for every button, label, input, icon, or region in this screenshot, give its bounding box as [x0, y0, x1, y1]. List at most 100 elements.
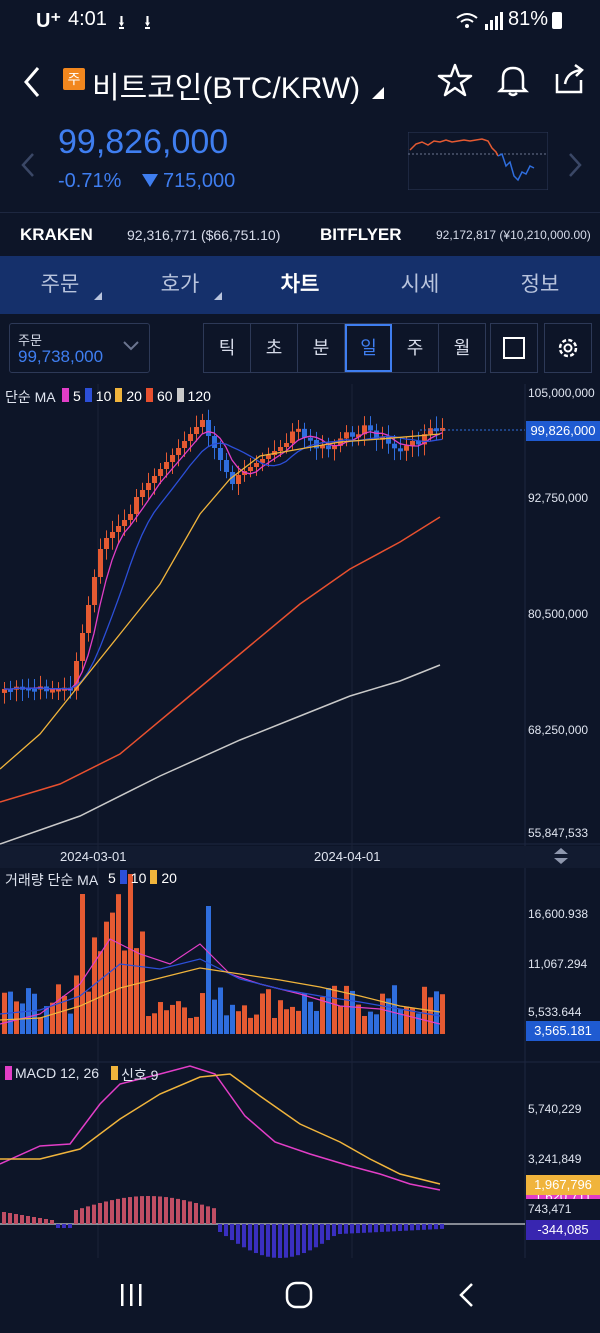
fullscreen-button[interactable]	[490, 323, 538, 373]
next-coin-icon[interactable]	[567, 152, 583, 178]
macd-histogram-bar	[320, 1224, 324, 1244]
legend-label: 10	[130, 870, 147, 886]
legend-swatch	[84, 388, 92, 402]
home-icon[interactable]	[284, 1280, 314, 1310]
macd-histogram-bar	[200, 1204, 204, 1224]
x-date-label: 2024-03-01	[60, 849, 127, 864]
volume-bar	[116, 894, 121, 1034]
macd-histogram-bar	[404, 1224, 408, 1231]
macd-histogram-bar	[56, 1224, 60, 1228]
volume-legend: 5 10 20	[108, 870, 177, 886]
macd-histogram-bar	[350, 1224, 354, 1234]
macd-histogram-bar	[116, 1198, 120, 1224]
candle	[170, 455, 175, 462]
legend-label: 5	[108, 870, 116, 886]
volume-bar	[146, 1016, 151, 1034]
candle	[176, 448, 181, 455]
y-tick: 92,750,000	[528, 491, 589, 505]
macd-histogram-bar	[248, 1224, 252, 1251]
period-second[interactable]: 초	[251, 324, 298, 372]
macd-histogram-bar	[134, 1196, 138, 1224]
exchange-value: 92,172,817 (¥10,210,000.00)	[436, 228, 591, 242]
tab-info[interactable]: 정보	[520, 273, 560, 296]
star-icon[interactable]	[437, 62, 473, 98]
macd-histogram-bar	[68, 1224, 72, 1228]
macd-histogram-bar	[290, 1224, 294, 1257]
bell-icon[interactable]	[495, 62, 531, 98]
macd-histogram-bar	[278, 1224, 282, 1258]
volume-bar	[38, 1017, 43, 1034]
macd-histogram-bar	[326, 1224, 330, 1241]
y-tick: 105,000,000	[528, 386, 595, 400]
ma-legend-title: 단순 MA	[5, 389, 56, 405]
title-dropdown-icon[interactable]	[372, 87, 384, 99]
candle	[98, 549, 103, 577]
volume-bar	[368, 1011, 373, 1034]
macd-histogram-bar	[386, 1224, 390, 1232]
candle	[218, 448, 223, 460]
legend-label: 20	[126, 388, 142, 404]
candle	[344, 432, 349, 439]
resize-handle-icon[interactable]	[551, 847, 571, 865]
macd-histogram-bar	[266, 1224, 270, 1257]
share-icon[interactable]	[551, 62, 587, 98]
period-tick[interactable]: 틱	[204, 324, 251, 372]
candle	[32, 688, 37, 692]
macd-histogram-bar	[164, 1197, 168, 1224]
tab-orderbook[interactable]: 호가	[120, 256, 240, 314]
candle	[158, 469, 163, 476]
order-price: 99,738,000	[18, 347, 104, 366]
macd-histogram-bar	[302, 1224, 306, 1254]
macd-line	[0, 1065, 441, 1191]
candle	[248, 467, 253, 471]
candle	[146, 483, 151, 490]
candle	[428, 428, 433, 435]
tab-order[interactable]: 주문	[0, 256, 120, 314]
macd-histogram-bar	[344, 1224, 348, 1234]
y-tick: 55,847,533	[528, 826, 589, 840]
battery-percent: 81%	[508, 8, 549, 30]
candle	[260, 459, 265, 463]
macd-histogram-bar	[8, 1213, 12, 1224]
y-tick: 743,471	[528, 1202, 572, 1216]
page-title[interactable]: 비트코인(BTC/KRW)	[92, 72, 361, 105]
price-summary: 99,826,000 -0.71% 715,000	[0, 115, 600, 210]
candle	[122, 520, 127, 526]
macd-histogram-bar	[20, 1215, 24, 1224]
settings-button[interactable]	[544, 323, 592, 373]
back-nav-icon[interactable]	[456, 1281, 476, 1309]
candle	[410, 440, 415, 446]
macd-histogram-bar	[176, 1198, 180, 1224]
volume-bar	[62, 995, 67, 1034]
tab-market[interactable]: 시세	[400, 273, 440, 296]
volume-bar	[404, 1006, 409, 1034]
period-minute[interactable]: 분	[298, 324, 345, 372]
mini-chart[interactable]	[408, 132, 548, 190]
candle	[398, 448, 403, 452]
macd-histogram-bar	[206, 1206, 210, 1224]
volume-bar	[236, 1011, 241, 1034]
candle	[116, 526, 121, 532]
macd-histogram-bar	[152, 1196, 156, 1224]
candle	[134, 497, 139, 514]
volume-bar	[158, 1002, 163, 1034]
period-day[interactable]: 일	[345, 324, 392, 372]
macd-histogram-bar	[26, 1216, 30, 1224]
prev-coin-icon[interactable]	[20, 152, 36, 178]
macd-histogram-bar	[146, 1196, 150, 1224]
order-price-select[interactable]: 주문 99,738,000	[9, 323, 150, 373]
candle	[194, 427, 199, 434]
recent-apps-icon[interactable]	[118, 1282, 144, 1308]
macd-histogram-bar	[440, 1224, 444, 1229]
clock: 4:01	[68, 8, 107, 30]
period-month[interactable]: 월	[453, 338, 471, 358]
price-chart[interactable]	[0, 384, 600, 1258]
volume-bar	[200, 993, 205, 1034]
back-icon[interactable]	[20, 64, 44, 100]
period-week[interactable]: 주	[392, 324, 439, 372]
candle	[422, 434, 427, 445]
macd-histogram-bar	[254, 1224, 258, 1254]
macd-histogram-bar	[284, 1224, 288, 1258]
candle	[284, 443, 289, 447]
tab-chart[interactable]: 차트	[280, 273, 320, 296]
